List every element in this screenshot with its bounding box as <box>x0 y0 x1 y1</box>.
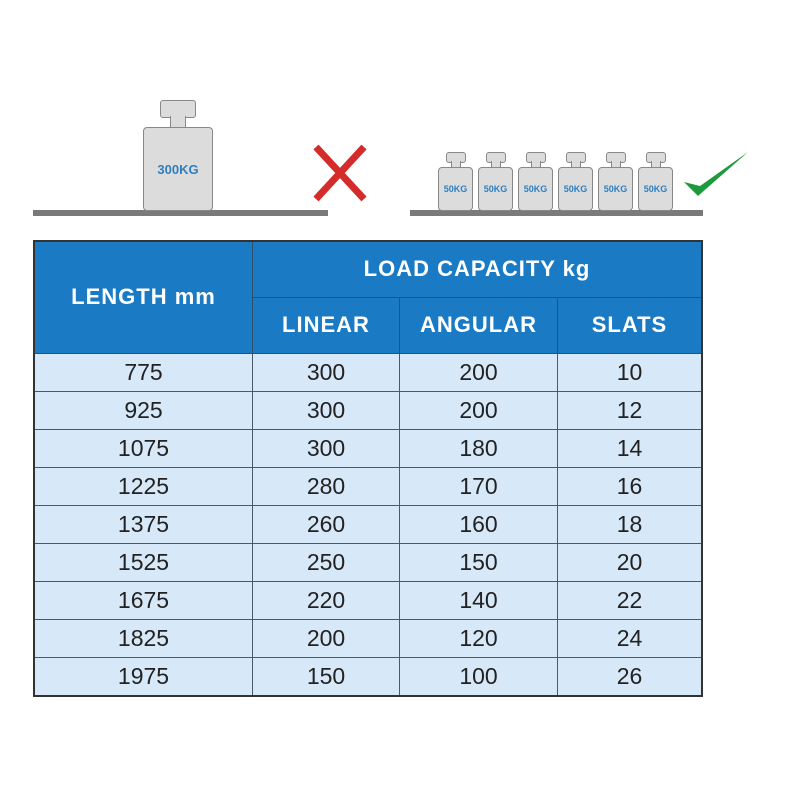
angular-cell: 180 <box>399 428 558 468</box>
slats-cell: 10 <box>557 352 703 392</box>
weight-label: 50KG <box>518 167 553 211</box>
green-check-icon <box>684 152 748 196</box>
weight-label: 50KG <box>478 167 513 211</box>
weight-50kg: 50KG <box>518 152 553 211</box>
length-cell: 1675 <box>33 580 253 620</box>
linear-cell: 260 <box>252 504 400 544</box>
weight-50kg: 50KG <box>598 152 633 211</box>
linear-cell: 200 <box>252 618 400 658</box>
slats-cell: 20 <box>557 542 703 582</box>
length-cell: 1975 <box>33 656 253 696</box>
slats-cell: 22 <box>557 580 703 620</box>
weight-label: 50KG <box>438 167 473 211</box>
length-cell: 1825 <box>33 618 253 658</box>
length-cell: 1375 <box>33 504 253 544</box>
linear-header: LINEAR <box>252 296 400 354</box>
red-cross-icon <box>313 144 367 202</box>
length-header: LENGTH mm <box>33 240 253 354</box>
load-capacity-header: LOAD CAPACITY kg <box>252 240 703 298</box>
table-row: 1375 260 160 18 <box>33 504 703 544</box>
slats-cell: 24 <box>557 618 703 658</box>
table-row: 1225 280 170 16 <box>33 466 703 506</box>
angular-cell: 200 <box>399 390 558 430</box>
angular-cell: 200 <box>399 352 558 392</box>
table-row: 1075 300 180 14 <box>33 428 703 468</box>
weight-50kg: 50KG <box>558 152 593 211</box>
weight-300kg: 300KG <box>143 100 213 211</box>
slats-header: SLATS <box>557 296 703 354</box>
table-row: 1975 150 100 26 <box>33 656 703 696</box>
linear-cell: 300 <box>252 428 400 468</box>
shelf-left <box>33 210 328 216</box>
table-row: 1825 200 120 24 <box>33 618 703 658</box>
angular-cell: 120 <box>399 618 558 658</box>
shelf-right <box>410 210 703 216</box>
length-cell: 1525 <box>33 542 253 582</box>
weight-label: 300KG <box>143 127 213 211</box>
length-cell: 1075 <box>33 428 253 468</box>
linear-cell: 300 <box>252 390 400 430</box>
weight-50kg: 50KG <box>438 152 473 211</box>
table-row: 925 300 200 12 <box>33 390 703 430</box>
weight-50kg: 50KG <box>638 152 673 211</box>
linear-cell: 220 <box>252 580 400 620</box>
linear-cell: 280 <box>252 466 400 506</box>
linear-cell: 150 <box>252 656 400 696</box>
slats-cell: 12 <box>557 390 703 430</box>
weight-label: 50KG <box>558 167 593 211</box>
angular-header: ANGULAR <box>399 296 558 354</box>
length-cell: 1225 <box>33 466 253 506</box>
length-cell: 925 <box>33 390 253 430</box>
slats-cell: 16 <box>557 466 703 506</box>
load-capacity-table: LENGTH mm LOAD CAPACITY kg LINEAR ANGULA… <box>33 240 703 697</box>
angular-cell: 170 <box>399 466 558 506</box>
angular-cell: 140 <box>399 580 558 620</box>
table-row: 1675 220 140 22 <box>33 580 703 620</box>
slats-cell: 18 <box>557 504 703 544</box>
weight-label: 50KG <box>598 167 633 211</box>
slats-cell: 26 <box>557 656 703 696</box>
table-row: 775 300 200 10 <box>33 352 703 392</box>
linear-cell: 250 <box>252 542 400 582</box>
slats-cell: 14 <box>557 428 703 468</box>
angular-cell: 160 <box>399 504 558 544</box>
angular-cell: 150 <box>399 542 558 582</box>
weight-50kg: 50KG <box>478 152 513 211</box>
angular-cell: 100 <box>399 656 558 696</box>
table-row: 1525 250 150 20 <box>33 542 703 582</box>
linear-cell: 300 <box>252 352 400 392</box>
weight-label: 50KG <box>638 167 673 211</box>
length-cell: 775 <box>33 352 253 392</box>
